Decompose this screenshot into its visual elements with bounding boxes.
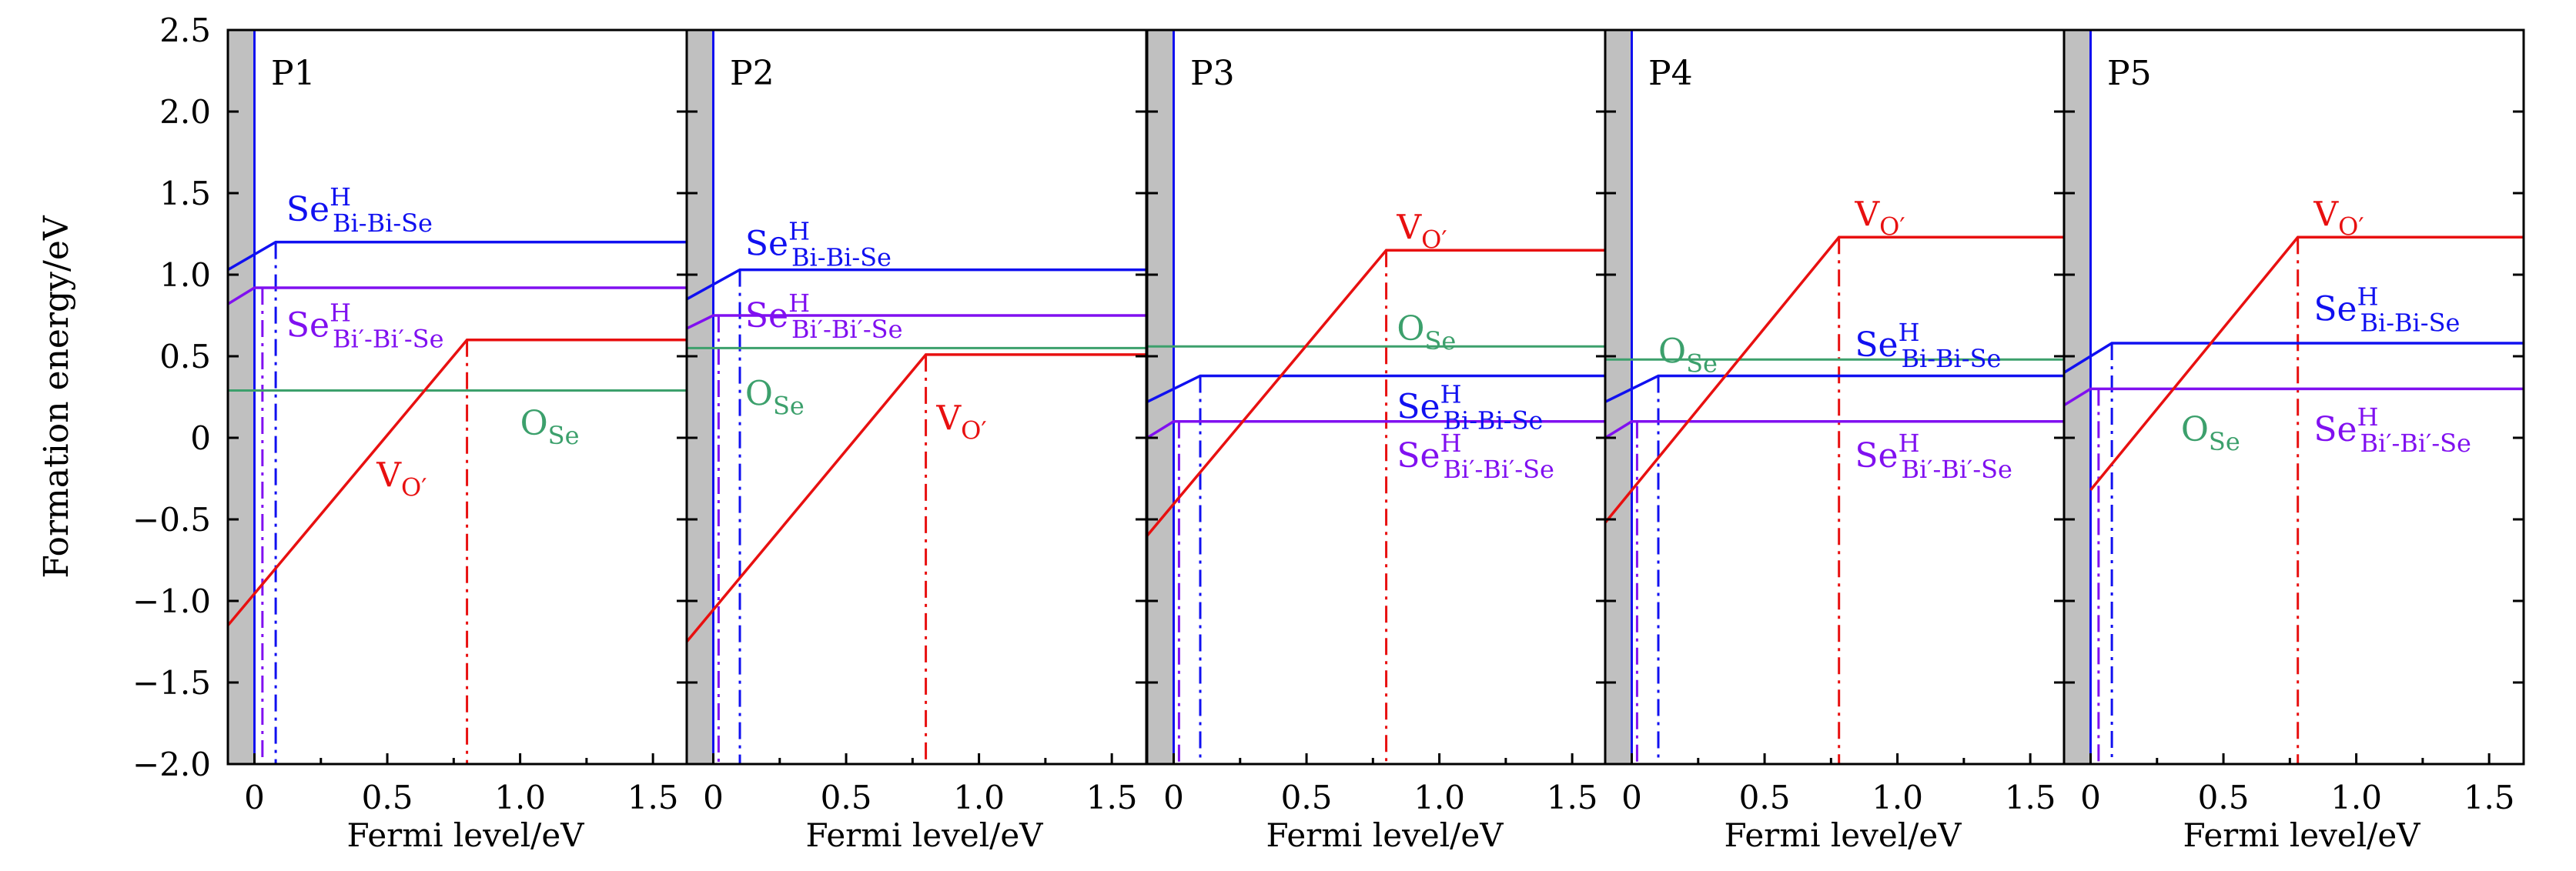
y-tick-label: 2.0	[159, 93, 211, 131]
x-tick-label: 0.5	[821, 779, 872, 816]
x-tick-label: 1.0	[953, 779, 1005, 816]
se-bi-bi-se-label: SeH Bi-Bi-Se	[2313, 282, 2460, 337]
v-o-label: VO′	[376, 456, 427, 502]
se-bip-bip-se-line	[687, 314, 1146, 330]
y-tick-label: 2.5	[159, 12, 211, 49]
plot-area	[2064, 30, 2524, 764]
x-tick-label: 0.5	[1281, 779, 1333, 816]
v-o-label: VO′	[1396, 208, 1447, 254]
panel-title: P1	[271, 54, 316, 93]
se-bip-bip-se-label: SeH Bi′-Bi′-Se	[1855, 429, 2012, 484]
plot-area	[687, 30, 1146, 764]
x-axis-title: Fermi level/eV	[805, 816, 1043, 854]
y-tick-label: 1.0	[159, 256, 211, 294]
y-tick-label: −1.0	[132, 582, 211, 620]
o-se-label: OSe	[1397, 309, 1456, 355]
panel-title: P3	[1190, 54, 1235, 93]
o-se-label: OSe	[745, 375, 805, 421]
y-tick-label: −0.5	[132, 501, 211, 539]
panel-p1: 2.5 2.0 1.5 1.0 0.5 0 −0.5 −1.0 −1.5 −2.0 0 0.5 1.0 1…	[132, 12, 689, 854]
x-axis-title: Fermi level/eV	[1724, 816, 1962, 854]
x-tick-label: 1.0	[494, 779, 546, 816]
x-tick-label: 1.5	[1547, 779, 1598, 816]
y-tick-label: −2.0	[132, 746, 211, 783]
x-tick-label: 0	[1163, 779, 1184, 816]
se-bip-bip-se-line	[228, 286, 687, 305]
v-o-label: VO′	[935, 399, 986, 445]
x-axis-title: Fermi level/eV	[2183, 816, 2420, 854]
plot-area	[1147, 30, 1607, 764]
panel-frame	[1604, 28, 2066, 766]
panel-p4: 0 0.5 1.0 1.5 Fermi level/eV P4 SeH Bi′-Bi′-Se S…	[1604, 28, 2066, 854]
v-o-line	[1605, 235, 2065, 524]
x-tick-label: 0	[2080, 779, 2101, 816]
x-tick-label: 0	[703, 779, 724, 816]
x-tick-label: 0	[244, 779, 265, 816]
v-o-line	[2089, 235, 2524, 491]
v-o-label: VO′	[2313, 195, 2364, 241]
y-tick-label: 0.5	[159, 338, 211, 375]
se-bi-bi-se-label: SeH Bi-Bi-Se	[745, 217, 892, 272]
o-se-label: OSe	[1658, 332, 1718, 378]
x-tick-label: 1.5	[627, 779, 679, 816]
panel-frame	[2062, 28, 2525, 766]
se-bip-bip-se-label: SeH Bi′-Bi′-Se	[1397, 429, 1554, 484]
se-bi-bi-se-line	[687, 268, 1146, 301]
x-tick-label: 0.5	[1739, 779, 1791, 816]
plot-area	[228, 30, 687, 764]
se-bi-bi-se-label: SeH Bi-Bi-Se	[1397, 380, 1543, 436]
x-tick-label: 1.0	[1872, 779, 1923, 816]
se-bi-bi-se-line	[2064, 342, 2524, 374]
se-bi-bi-se-line	[228, 240, 687, 272]
x-tick-label: 1.0	[2330, 779, 2382, 816]
x-tick-label: 0.5	[362, 779, 413, 816]
x-tick-label: 0	[1621, 779, 1642, 816]
valence-band-region	[1147, 30, 1174, 764]
se-bi-bi-se-label: SeH Bi-Bi-Se	[1855, 318, 2001, 373]
panel-frame	[226, 28, 689, 766]
plot-area	[1605, 30, 2065, 764]
v-o-line	[228, 339, 687, 626]
x-tick-label: 1.5	[2464, 779, 2515, 816]
x-tick-label: 0.5	[2198, 779, 2250, 816]
x-axis-title: Fermi level/eV	[1266, 816, 1504, 854]
se-bi-bi-se-line	[1147, 374, 1607, 403]
panel-title: P2	[730, 54, 774, 93]
se-bip-bip-se-line	[1147, 420, 1607, 439]
se-bi-bi-se-label: SeH Bi-Bi-Se	[286, 182, 433, 238]
panel-p2: 0 0.5 1.0 1.5 Fermi level/eV P2 SeH Bi′-Bi′-Se S…	[685, 28, 1148, 854]
o-se-label: OSe	[520, 404, 580, 450]
y-axis-title: Formation energy/eV	[37, 215, 76, 579]
se-bip-bip-se-line	[1605, 420, 2065, 439]
panel-title: P5	[2107, 54, 2152, 93]
x-tick-label: 1.0	[1413, 779, 1465, 816]
se-bip-bip-se-label: SeH Bi′-Bi′-Se	[745, 289, 903, 344]
panel-p3: 0 0.5 1.0 1.5 Fermi level/eV P3 SeH Bi′-Bi′-SeS…	[1146, 28, 1608, 854]
valence-band-region	[228, 30, 255, 764]
y-tick-label: 0	[190, 419, 211, 457]
v-o-label: VO′	[1854, 195, 1905, 241]
se-bi-bi-se-line	[1605, 374, 2065, 403]
se-bip-bip-se-label: SeH Bi′-Bi′-Se	[2313, 402, 2471, 458]
y-tick-label: 1.5	[159, 175, 211, 212]
panel-p5: 0 0.5 1.0 1.5 Fermi level/eV P5 SeH Bi′-Bi′-Se S…	[2062, 28, 2525, 854]
o-se-label: OSe	[2181, 410, 2240, 456]
x-tick-label: 1.5	[2005, 779, 2056, 816]
se-bip-bip-se-line	[2064, 387, 2524, 407]
v-o-line	[687, 353, 1146, 643]
x-axis-title: Fermi level/eV	[346, 816, 584, 854]
se-bip-bip-se-label: SeH Bi′-Bi′-Se	[286, 299, 444, 354]
panel-frame	[1146, 28, 1608, 766]
y-tick-label: −1.5	[132, 664, 211, 702]
v-o-line	[1147, 249, 1607, 537]
valence-band-region	[687, 30, 714, 764]
panel-title: P4	[1648, 54, 1693, 93]
x-tick-label: 1.5	[1086, 779, 1138, 816]
valence-band-region	[1605, 30, 1632, 764]
